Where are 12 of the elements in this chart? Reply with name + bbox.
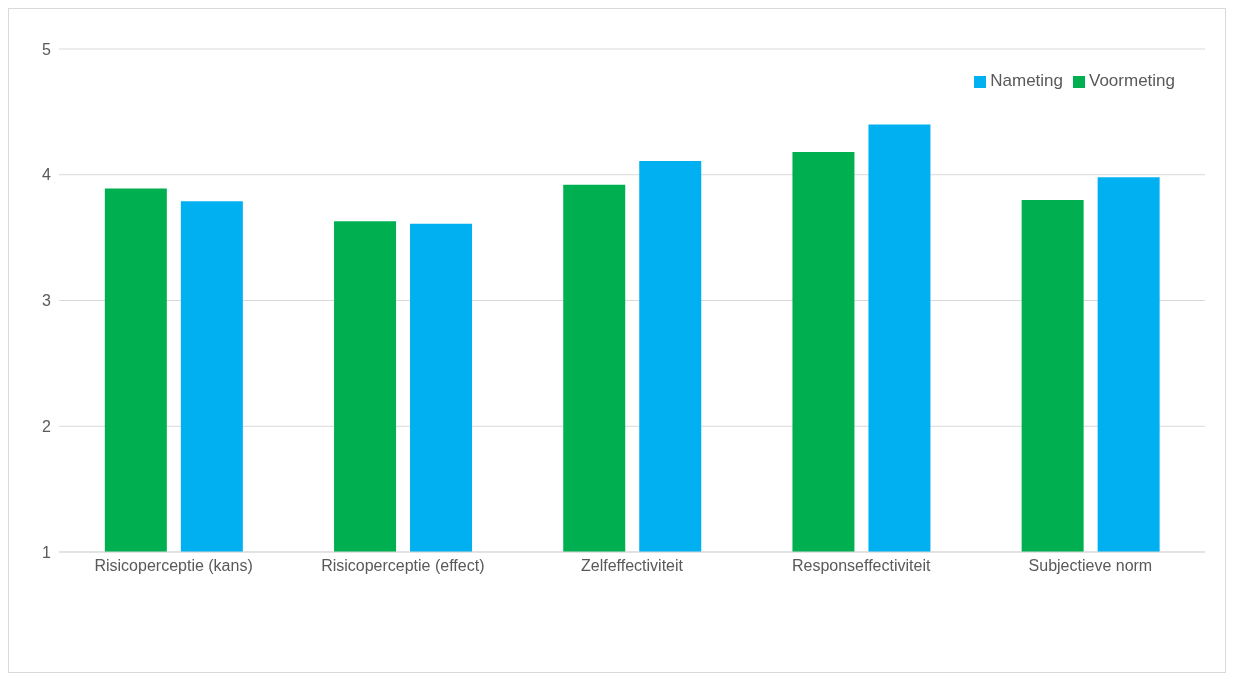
y-tick-label: 2 [42,417,52,435]
y-tick-label: 5 [42,40,52,58]
x-tick-label: Risicoperceptie (effect) [321,557,485,575]
y-tick-label: 4 [42,166,52,184]
x-tick-label: Subjectieve norm [1028,557,1153,575]
legend-label: Voormeting [1089,71,1175,90]
legend-label: Nameting [990,71,1063,90]
x-tick-label: Risicoperceptie (kans) [94,557,253,575]
x-tick-label: Responseffectiviteit [791,557,931,575]
y-tick-label: 1 [42,543,52,561]
x-tick-label: Zelfeffectiviteit [581,557,684,575]
y-tick-label: 3 [42,292,52,310]
